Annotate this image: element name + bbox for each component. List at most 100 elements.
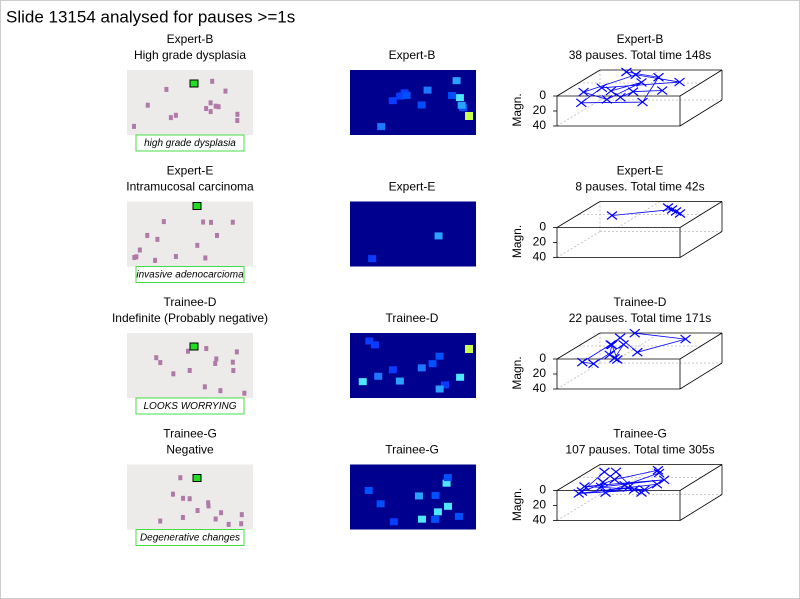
annotation-box bbox=[135, 266, 245, 283]
z-tick-label: 20 bbox=[533, 366, 547, 380]
box-edge bbox=[617, 201, 661, 228]
tissue bbox=[161, 219, 166, 225]
viewed-region bbox=[189, 342, 199, 351]
plot-title: Trainee-D bbox=[614, 295, 667, 309]
annotation-box bbox=[135, 134, 245, 152]
z-axis-label: Magn. bbox=[510, 225, 524, 258]
pause-mark bbox=[631, 347, 643, 357]
box-edge bbox=[679, 362, 723, 390]
tissue bbox=[235, 117, 240, 123]
pause-mark bbox=[601, 94, 613, 104]
viewed-region bbox=[192, 474, 202, 482]
z-tick-label: 40 bbox=[533, 381, 547, 395]
tissue bbox=[132, 254, 137, 260]
box-edge bbox=[556, 332, 601, 360]
plot-summary: 38 pauses. Total time 148s bbox=[569, 48, 712, 62]
tissue bbox=[155, 236, 160, 242]
box-edge bbox=[556, 464, 601, 491]
tissue bbox=[209, 219, 214, 225]
pause-mark bbox=[609, 475, 620, 484]
box-edge bbox=[679, 332, 723, 360]
box-edge bbox=[556, 201, 601, 228]
pause-mark bbox=[610, 467, 622, 477]
z-axis-label: Magn. bbox=[510, 356, 524, 389]
tissue bbox=[145, 102, 150, 108]
tissue bbox=[181, 495, 186, 501]
tissue bbox=[219, 510, 224, 516]
heat-cell bbox=[454, 512, 463, 520]
heat-cell bbox=[374, 372, 383, 380]
tissue bbox=[216, 104, 221, 110]
tissue bbox=[201, 219, 206, 225]
tissue bbox=[210, 78, 215, 84]
heat-cell bbox=[395, 377, 404, 385]
z-tick-label: 40 bbox=[533, 513, 547, 527]
pause-mark bbox=[615, 92, 626, 102]
z-tick-label: 20 bbox=[533, 103, 547, 117]
tissue bbox=[185, 348, 190, 354]
pause-mark bbox=[674, 77, 685, 87]
diagnosis: Indefinite (Probably negative) bbox=[112, 311, 268, 325]
pause-mark bbox=[651, 479, 663, 489]
tissue bbox=[158, 518, 163, 524]
box-edge bbox=[617, 332, 661, 360]
pause-mark bbox=[621, 67, 632, 77]
heat-cell bbox=[448, 91, 457, 99]
tissue bbox=[164, 86, 169, 92]
annotation: invasive adenocarcioma bbox=[136, 270, 244, 281]
pause-mark bbox=[674, 209, 686, 218]
tissue bbox=[214, 356, 219, 362]
box-edge bbox=[556, 69, 601, 97]
tissue bbox=[158, 360, 163, 366]
heat-cell bbox=[442, 479, 451, 487]
pause-mark bbox=[579, 482, 590, 491]
tissue bbox=[173, 254, 178, 260]
viewed-region bbox=[192, 202, 202, 210]
heat-cell bbox=[364, 487, 373, 495]
tissue bbox=[137, 247, 142, 253]
tissue bbox=[230, 359, 235, 365]
tissue bbox=[178, 475, 183, 481]
plot-title: Trainee-G bbox=[613, 427, 667, 441]
tissue bbox=[213, 103, 218, 109]
z-tick-label: 40 bbox=[533, 118, 547, 132]
plot-summary: 107 pauses. Total time 305s bbox=[565, 443, 714, 457]
tissue bbox=[145, 232, 150, 238]
heat-cell bbox=[435, 385, 444, 393]
tissue bbox=[170, 491, 175, 497]
tissue bbox=[226, 521, 231, 527]
pause-mark bbox=[605, 86, 617, 96]
pause-mark bbox=[618, 339, 629, 349]
observer-name: Trainee-D bbox=[164, 295, 217, 309]
box-edge bbox=[679, 69, 723, 97]
heatmap-title: Trainee-G bbox=[385, 443, 439, 457]
tissue bbox=[173, 112, 178, 118]
observer-name: Trainee-G bbox=[163, 427, 217, 441]
tissue bbox=[180, 514, 185, 520]
heat-cell bbox=[456, 373, 465, 381]
z-tick-label: 20 bbox=[533, 498, 547, 512]
pause-mark bbox=[658, 475, 670, 485]
trajectory bbox=[581, 332, 686, 365]
heat-cell bbox=[417, 515, 426, 523]
tissue bbox=[235, 111, 240, 117]
viewed-region bbox=[189, 79, 199, 88]
heatmap-title: Expert-B bbox=[389, 48, 436, 62]
pause-mark bbox=[609, 353, 620, 363]
pause-mark bbox=[576, 357, 588, 367]
diagnosis: Negative bbox=[166, 443, 214, 457]
tissue bbox=[195, 508, 200, 514]
tissue bbox=[218, 388, 223, 394]
box-edge bbox=[679, 201, 723, 228]
pause-mark bbox=[653, 72, 664, 82]
pause-mark bbox=[595, 482, 607, 492]
heat-cell bbox=[441, 381, 450, 389]
tissue bbox=[206, 503, 211, 509]
plot-summary: 22 pauses. Total time 171s bbox=[569, 311, 712, 325]
heat-cell bbox=[457, 101, 466, 109]
plot-summary: 8 pauses. Total time 42s bbox=[575, 180, 704, 194]
pause-mark bbox=[630, 70, 642, 80]
annotation: LOOKS WORRYING bbox=[144, 401, 237, 412]
tissue bbox=[187, 496, 192, 502]
